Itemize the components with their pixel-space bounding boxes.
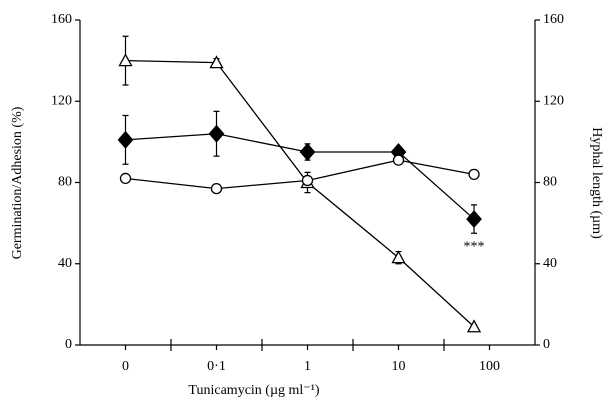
x-tick-label: 1 xyxy=(304,359,311,374)
y2-tick-label: 120 xyxy=(543,93,564,108)
y-tick-label: 80 xyxy=(58,175,72,190)
y-tick-label: 160 xyxy=(51,12,72,27)
x-axis-label: Tunicamycin (µg ml⁻¹) xyxy=(188,383,319,398)
y-tick-label: 0 xyxy=(65,337,72,352)
point xyxy=(119,172,132,185)
y-axis-label: Germination/Adhesion (%) xyxy=(10,106,25,259)
point xyxy=(210,182,223,195)
point xyxy=(391,250,406,264)
point xyxy=(466,210,482,229)
series-line xyxy=(125,159,475,190)
point xyxy=(118,53,133,67)
y2-tick-label: 40 xyxy=(543,256,557,271)
x-tick-label: 10 xyxy=(392,359,406,374)
x-tick-label: 100 xyxy=(479,359,500,374)
y2-axis-label: Hyphal length (µm) xyxy=(589,127,604,239)
point xyxy=(117,130,134,149)
series-line xyxy=(125,59,475,328)
series-line xyxy=(125,133,475,220)
point xyxy=(299,143,316,162)
x-tick-label: 0·1 xyxy=(207,359,226,374)
x-tick-label: 0 xyxy=(122,359,129,374)
y2-tick-label: 160 xyxy=(543,12,564,27)
point xyxy=(466,319,482,333)
point xyxy=(301,174,314,187)
y-tick-label: 120 xyxy=(51,93,72,108)
y-tick-label: 40 xyxy=(58,256,72,271)
point xyxy=(209,55,224,69)
point xyxy=(468,168,480,181)
point xyxy=(208,124,225,143)
y2-tick-label: 0 xyxy=(543,337,550,352)
y2-tick-label: 80 xyxy=(543,175,557,190)
annotation: *** xyxy=(464,240,485,255)
point xyxy=(392,154,405,166)
